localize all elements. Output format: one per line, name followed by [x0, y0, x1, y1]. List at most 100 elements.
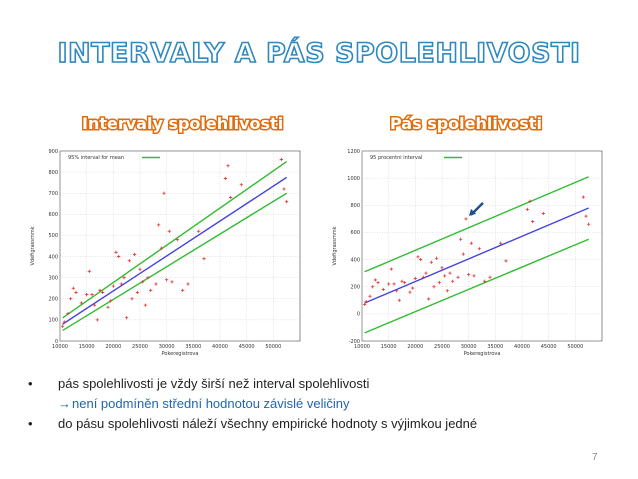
data-point — [413, 276, 417, 281]
data-point — [135, 290, 139, 295]
annotation-arrowhead-icon — [469, 208, 476, 216]
data-point — [285, 200, 289, 204]
bullet-item-1: • pás spolehlivosti je vždy širší než in… — [28, 374, 628, 394]
data-point — [448, 271, 452, 275]
data-point — [459, 237, 463, 241]
y-tick-label: 300 — [48, 275, 58, 281]
data-point — [197, 229, 201, 233]
chart-svg-interval: 10000 15000 20000 25000 30000 35000 40000 45000… — [30, 149, 301, 357]
x-tick-label: 30000 — [159, 344, 175, 350]
band-upper-line — [364, 176, 589, 273]
data-point — [74, 290, 78, 295]
data-point — [381, 287, 385, 292]
data-point — [133, 252, 137, 257]
x-tick-label: 25000 — [434, 344, 450, 350]
y-tick-label: 800 — [350, 203, 360, 209]
x-axis-label: Pokeregistrova — [162, 351, 199, 357]
band-lower-line — [364, 238, 589, 334]
plot-frame — [361, 150, 603, 342]
y-axis-label: Vdefigrassmmk — [30, 226, 36, 265]
data-point — [98, 288, 102, 292]
data-point — [411, 286, 415, 290]
y-tick-label: 100 — [48, 318, 58, 324]
data-point — [427, 297, 431, 301]
data-point — [363, 302, 367, 306]
data-point — [125, 316, 129, 320]
data-point — [429, 260, 433, 264]
data-point — [101, 290, 105, 295]
data-point — [181, 288, 185, 292]
fit-line — [62, 176, 288, 325]
y-tick-label: 1200 — [347, 149, 360, 155]
data-point — [504, 259, 508, 263]
bullet-subtext-1: není podmíněn střední hodnotou závislé v… — [72, 396, 350, 411]
y-axis-label: Vdefigrassmmk — [332, 226, 338, 265]
chart-svg-band: 10000 15000 20000 25000 30000 35000 40000 45000… — [332, 149, 603, 357]
data-point — [106, 305, 110, 309]
data-point — [408, 290, 412, 294]
data-point — [443, 274, 447, 278]
data-point — [440, 266, 444, 270]
y-tick-label: 400 — [350, 257, 360, 263]
data-point — [175, 238, 179, 242]
data-point — [368, 294, 372, 298]
data-point — [472, 274, 476, 278]
data-point — [499, 241, 503, 245]
subtitle-band: Pás spolehlivosti — [389, 113, 544, 135]
y-tick-label: 200 — [48, 297, 58, 303]
data-point — [95, 318, 99, 322]
data-point — [403, 281, 407, 285]
data-point — [419, 257, 423, 262]
data-point — [162, 191, 166, 195]
data-point — [395, 289, 399, 293]
x-tick-label: 40000 — [514, 344, 530, 350]
data-point — [541, 211, 545, 216]
data-point — [127, 259, 131, 263]
data-point — [387, 282, 391, 286]
data-point — [373, 278, 377, 282]
data-point — [461, 252, 465, 256]
data-point — [364, 300, 368, 304]
x-tick-label: 10000 — [354, 344, 370, 350]
y-tick-label: 600 — [48, 212, 58, 218]
data-point — [114, 250, 118, 254]
data-point — [159, 246, 163, 250]
data-point — [424, 271, 428, 275]
legend-label: 95% interval for mean — [68, 155, 124, 161]
data-point — [79, 301, 83, 305]
data-point — [62, 320, 66, 324]
data-point — [437, 281, 441, 285]
x-tick-label: 20000 — [407, 344, 423, 350]
data-point — [138, 267, 142, 271]
y-tick-label: 0 — [357, 312, 360, 318]
y-tick-label: 500 — [48, 233, 58, 239]
data-point — [141, 280, 145, 284]
data-point — [165, 278, 169, 282]
legend-label: 95 procentni interval — [370, 155, 422, 161]
bullet-dot: • — [28, 416, 33, 431]
bullet-text-2: do pásu spolehlivosti náleží všechny emp… — [58, 416, 478, 431]
data-point — [397, 298, 401, 302]
data-point — [87, 269, 91, 273]
y-tick-label: 1000 — [347, 176, 360, 182]
data-point — [119, 282, 123, 286]
bullet-item-2: • do pásu spolehlivosti náleží všechny e… — [28, 414, 628, 434]
data-point — [282, 187, 286, 191]
data-point — [483, 279, 487, 283]
data-point — [90, 292, 94, 297]
data-point — [149, 288, 153, 292]
data-point — [117, 254, 121, 259]
data-point — [111, 284, 115, 288]
x-tick-label: 30000 — [461, 344, 477, 350]
y-tick-label: 0 — [55, 339, 58, 345]
data-point — [202, 257, 206, 261]
data-point — [400, 279, 404, 283]
data-point — [587, 222, 591, 226]
bullet-subitem-1: → není podmíněn střední hodnotou závislé… — [28, 394, 628, 414]
x-tick-label: 25000 — [132, 344, 148, 350]
data-point — [389, 267, 393, 271]
data-point — [279, 157, 283, 162]
data-point — [477, 247, 481, 251]
data-point — [143, 303, 147, 307]
data-point — [167, 229, 171, 233]
